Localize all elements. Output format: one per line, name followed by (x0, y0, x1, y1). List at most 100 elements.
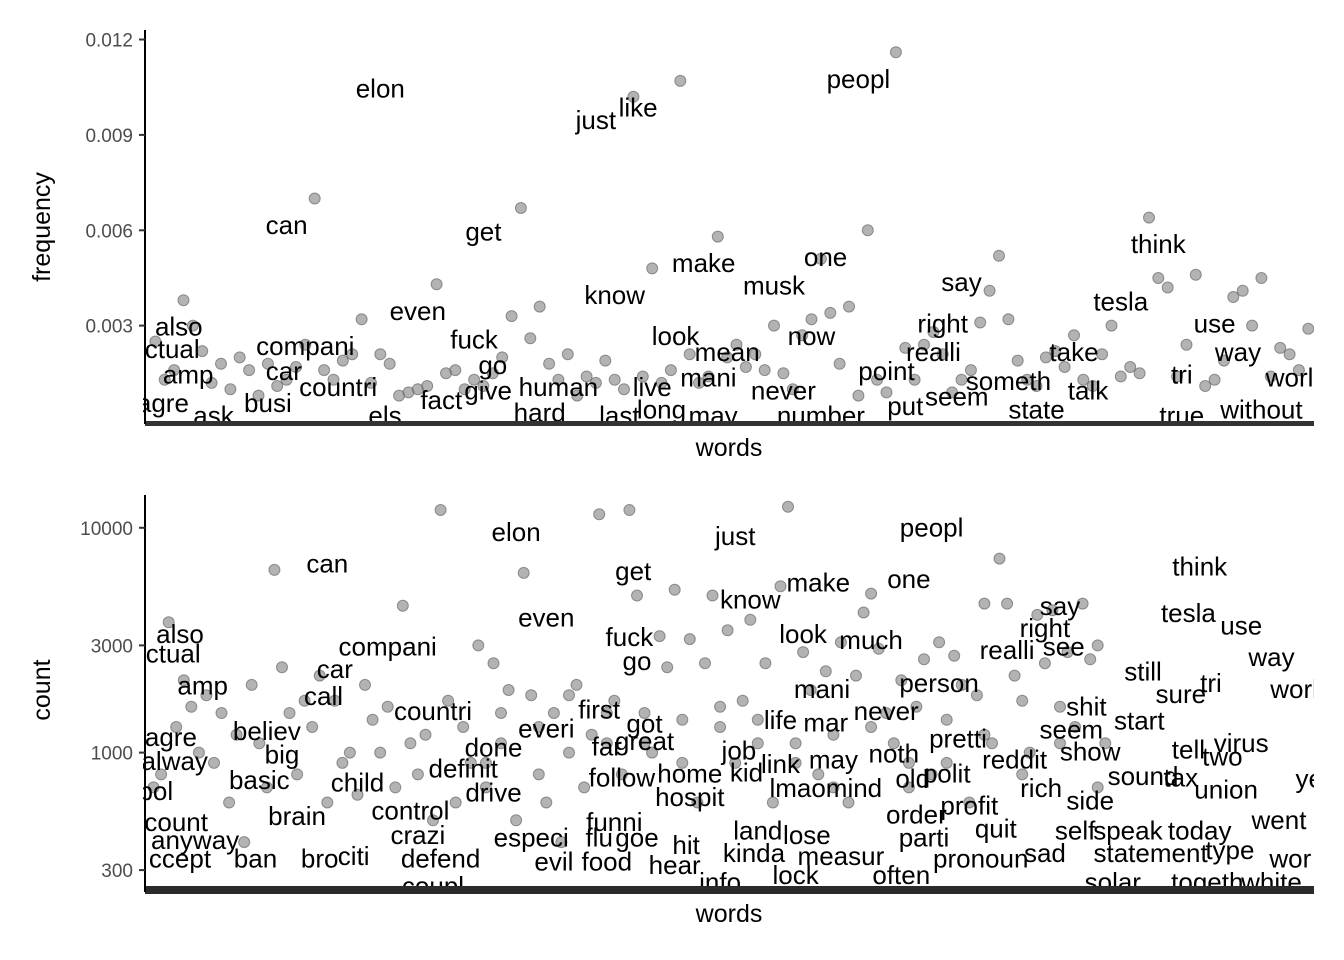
count-point (532, 768, 545, 781)
frequency-point (196, 345, 209, 358)
count-point (253, 737, 266, 750)
frequency-y-ticks: 0.003 0.006 0.009 0.012 (85, 31, 145, 338)
frequency-point (955, 373, 968, 386)
count-word-label: mani (794, 674, 850, 704)
count-word-label: tri (1200, 668, 1222, 698)
count-point (933, 636, 946, 649)
frequency-word-label: go (478, 350, 507, 380)
count-point (411, 768, 424, 781)
count-point (970, 689, 983, 702)
frequency-point (1302, 322, 1314, 335)
count-word-label: ccept (149, 844, 212, 874)
count-point (736, 694, 749, 707)
count-y-tick-label: 300 (101, 861, 133, 882)
frequency-point (1114, 370, 1127, 383)
count-point (328, 694, 341, 707)
frequency-point (1171, 370, 1184, 383)
frequency-point (1218, 354, 1230, 367)
count-point (563, 689, 575, 702)
count-word-label: child (331, 768, 384, 798)
count-word-label: look (779, 619, 828, 649)
count-word-label: still (1124, 656, 1162, 686)
count-point (495, 737, 507, 750)
frequency-point (458, 383, 471, 396)
count-word-label: wor (1268, 844, 1311, 874)
count-point (1069, 721, 1082, 733)
count-word-label: anyway (151, 825, 239, 855)
count-point (298, 694, 311, 707)
count-word-label: kid (730, 757, 763, 787)
frequency-point (1002, 313, 1015, 326)
frequency-point (880, 386, 893, 399)
frequency-point (533, 300, 546, 313)
count-word-label: car (317, 654, 353, 684)
count-point (993, 552, 1006, 565)
count-point (495, 707, 507, 719)
frequency-point (889, 46, 902, 59)
frequency-point (693, 376, 705, 389)
count-point (887, 737, 900, 750)
frequency-point (346, 348, 359, 361)
frequency-point (318, 364, 331, 377)
count-word-label: control (371, 796, 449, 826)
frequency-point (1274, 341, 1287, 354)
frequency-word-label: make (672, 248, 736, 278)
count-word-label: crazi (390, 820, 445, 850)
count-word-label: statement (1094, 838, 1209, 868)
count-point (948, 649, 961, 662)
count-word-label: go (623, 646, 652, 676)
count-y-ticks: 300 1000 3000 10000 (80, 519, 145, 882)
count-word-label: never (854, 696, 919, 726)
count-point (880, 707, 893, 719)
count-point (850, 669, 862, 682)
count-word-label: start (1114, 705, 1165, 735)
count-point (351, 788, 364, 801)
count-point (865, 587, 878, 600)
count-point (283, 707, 296, 719)
frequency-point (252, 389, 265, 402)
frequency-word-label: can (266, 210, 308, 240)
count-point (547, 707, 560, 719)
frequency-point (796, 329, 809, 342)
frequency-word-label: may (689, 401, 738, 431)
count-word-label: quit (975, 813, 1018, 843)
frequency-point (477, 380, 490, 392)
count-point (321, 796, 334, 809)
frequency-word-label: give (464, 375, 512, 405)
count-word-label: food (581, 847, 632, 877)
frequency-point (261, 357, 274, 370)
frequency-point (243, 364, 256, 377)
frequency-point (627, 90, 640, 103)
count-word-label: think (1172, 551, 1228, 581)
count-point (427, 814, 439, 827)
frequency-point (1227, 291, 1240, 303)
count-point (1076, 597, 1089, 610)
frequency-point (1264, 370, 1277, 383)
frequency-point (186, 319, 199, 332)
count-word-label: defend (401, 844, 481, 874)
count-word-label: home (657, 758, 722, 788)
frequency-x-axis-title: words (695, 434, 763, 462)
count-word-label: done (465, 733, 523, 763)
frequency-y-axis-title: frequency (28, 172, 56, 282)
count-word-label: amp (177, 670, 228, 700)
count-point (751, 713, 764, 726)
count-word-label: sure (1156, 679, 1207, 709)
frequency-point (280, 373, 293, 386)
count-word-label: today (1168, 816, 1232, 846)
count-y-tick-label: 10000 (80, 519, 133, 540)
count-point (532, 721, 545, 733)
frequency-point (299, 338, 312, 351)
count-point (404, 737, 417, 750)
count-point (910, 700, 923, 713)
count-word-label: use (1220, 610, 1262, 640)
count-point (147, 781, 160, 794)
frequency-word-label: long (637, 394, 686, 424)
frequency-point (983, 284, 996, 297)
frequency-point (636, 370, 649, 383)
frequency-word-label: tri (1171, 359, 1193, 389)
frequency-point (1199, 380, 1212, 392)
frequency-point (336, 354, 349, 367)
frequency-point (843, 300, 855, 313)
frequency-point (1105, 319, 1118, 332)
